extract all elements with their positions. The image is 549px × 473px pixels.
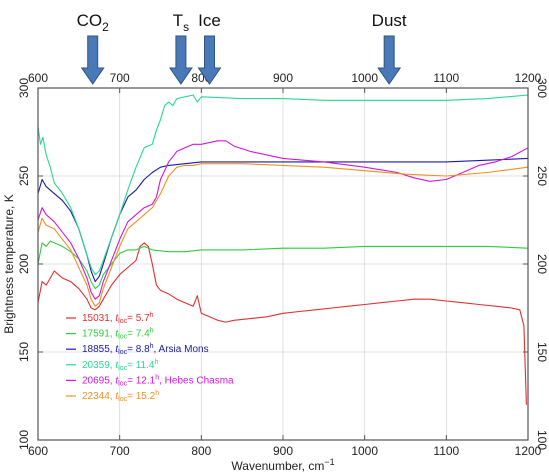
legend-entry-20695: 20695, tloc= 12.1h, Hebes Chasma [82, 374, 234, 387]
series-line-20359 [37, 94, 529, 276]
y-tick-label-right: 250 [535, 166, 549, 186]
series-line-18855 [37, 157, 529, 283]
x-tick-label-top: 1200 [515, 71, 542, 85]
x-tick-label: 600 [28, 444, 48, 458]
legend-entry-17591: 17591, tloc= 7.4h [82, 328, 154, 341]
series-line-20695 [37, 140, 529, 300]
x-tick-label-top: 1000 [351, 71, 378, 85]
axis-ticks: 6006007007008008009009001000100011001100… [17, 71, 549, 458]
x-tick-label: 800 [191, 444, 211, 458]
annotation-arrow [377, 35, 402, 85]
y-axis-label: Brightness temperature, K [2, 194, 16, 333]
legend: 15031, tloc= 5.7h 17591, tloc= 7.4h 18855,… [66, 312, 234, 403]
series-line-22344 [37, 163, 529, 307]
x-tick-label: 1200 [515, 444, 542, 458]
y-tick-label-right: 200 [535, 254, 549, 274]
x-tick-label: 700 [110, 444, 130, 458]
y-tick-label-right: 150 [535, 342, 549, 362]
series-line-15031 [37, 242, 527, 405]
y-tick-label: 250 [17, 166, 31, 186]
y-tick-label-right: 100 [535, 430, 549, 450]
y-tick-label-right: 300 [535, 78, 549, 98]
legend-entry-15031: 15031, tloc= 5.7h [82, 312, 154, 325]
x-tick-label-top: 700 [110, 71, 130, 85]
legend-entry-18855: 18855, tloc= 8.8h, Arsia Mons [82, 343, 209, 356]
y-tick-label: 150 [17, 342, 31, 362]
x-tick-label-top: 1100 [433, 71, 459, 85]
feature-annotations: CO2 Ts Ice Dust [77, 11, 407, 85]
x-tick-label-top: 600 [28, 71, 48, 85]
annotation-label: Ice [198, 11, 221, 30]
annotation-arrow [80, 35, 105, 85]
annotation-label: Dust [372, 11, 407, 30]
legend-entry-22344: 22344, tloc= 15.2h [82, 390, 159, 403]
y-tick-label: 300 [17, 78, 31, 98]
annotation-arrow [197, 35, 222, 85]
legend-entry-20359: 20359, tloc= 11.4h [82, 359, 158, 372]
series-line-17591 [37, 240, 529, 290]
annotation-label: Ts [173, 11, 189, 34]
x-tick-label: 1000 [351, 444, 378, 458]
series-layer [37, 94, 529, 405]
x-axis-label: Wavenumber, cm−1 [231, 457, 334, 473]
x-tick-label: 1100 [433, 444, 459, 458]
y-tick-label: 200 [17, 254, 31, 274]
x-tick-label: 900 [273, 444, 293, 458]
annotation-arrow [168, 35, 193, 85]
y-tick-label: 100 [17, 430, 31, 450]
x-tick-label-top: 900 [273, 71, 293, 85]
annotation-label: CO2 [77, 11, 110, 34]
